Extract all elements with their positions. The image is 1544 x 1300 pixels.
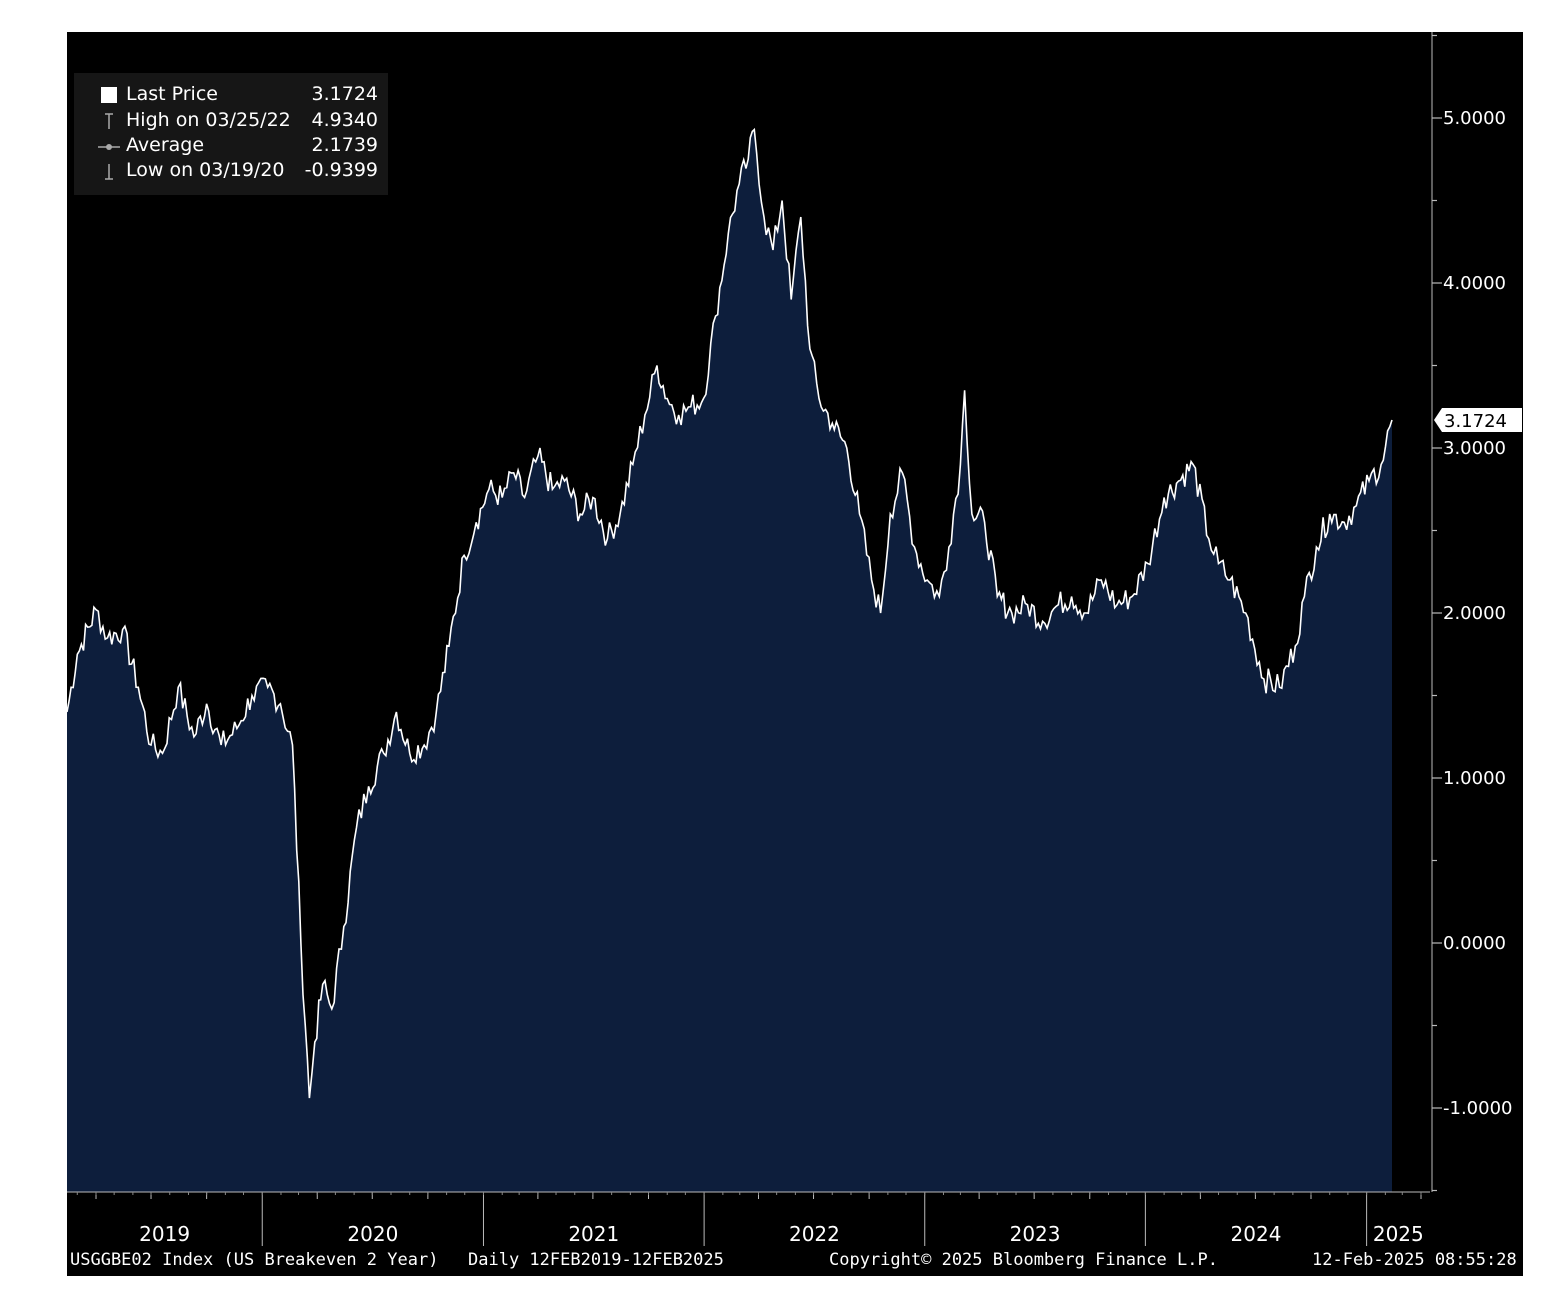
y-tick-label: 3.0000 bbox=[1443, 438, 1506, 459]
low-marker-icon bbox=[96, 159, 124, 184]
x-tick-label: 2025 bbox=[1373, 1222, 1424, 1246]
y-tick-label: 4.0000 bbox=[1443, 273, 1506, 294]
x-tick-label: 2019 bbox=[139, 1222, 190, 1246]
legend-value: 4.9340 bbox=[311, 109, 378, 131]
y-tick-label: 0.0000 bbox=[1443, 933, 1506, 954]
legend-item-last-price: ⊟ Last Price 3.1724 bbox=[74, 83, 388, 108]
legend-label: Average bbox=[126, 134, 205, 156]
legend-item-high: High on 03/25/22 4.9340 bbox=[74, 109, 388, 134]
square-icon: ⊟ bbox=[86, 83, 124, 108]
x-tick-label: 2023 bbox=[1010, 1222, 1061, 1246]
y-tick-label: 5.0000 bbox=[1443, 108, 1506, 129]
average-marker-icon bbox=[96, 134, 124, 159]
last-price-badge-label: 3.1724 bbox=[1444, 411, 1507, 432]
footer-timestamp: 12-Feb-2025 08:55:28 bbox=[1312, 1250, 1517, 1270]
legend-label: Low on 03/19/20 bbox=[126, 159, 285, 181]
footer-index: USGGBE02 Index (US Breakeven 2 Year) bbox=[70, 1250, 439, 1270]
footer-range: Daily 12FEB2019-12FEB2025 bbox=[468, 1250, 724, 1270]
legend-value: 2.1739 bbox=[311, 134, 378, 156]
legend-value: 3.1724 bbox=[311, 83, 378, 105]
x-tick-label: 2021 bbox=[568, 1222, 619, 1246]
last-price-badge bbox=[1434, 407, 1522, 432]
legend-label: Last Price bbox=[126, 83, 218, 105]
y-tick-label: -1.0000 bbox=[1443, 1098, 1512, 1119]
x-tick-label: 2020 bbox=[347, 1222, 398, 1246]
footer-copyright: Copyright© 2025 Bloomberg Finance L.P. bbox=[829, 1250, 1218, 1270]
legend-item-low: Low on 03/19/20 -0.9399 bbox=[74, 159, 388, 184]
legend-label: High on 03/25/22 bbox=[126, 109, 291, 131]
legend: ⊟ Last Price 3.1724 High on 03/25/22 4.9… bbox=[74, 73, 388, 195]
series-line bbox=[66, 127, 1393, 1099]
legend-value: -0.9399 bbox=[304, 159, 378, 181]
high-marker-icon bbox=[96, 109, 124, 134]
x-tick-label: 2024 bbox=[1231, 1222, 1282, 1246]
y-tick-label: 1.0000 bbox=[1443, 768, 1506, 789]
x-tick-label: 2022 bbox=[789, 1222, 840, 1246]
legend-item-average: Average 2.1739 bbox=[74, 134, 388, 159]
series-area bbox=[67, 129, 1392, 1193]
y-tick-label: 2.0000 bbox=[1443, 603, 1506, 624]
